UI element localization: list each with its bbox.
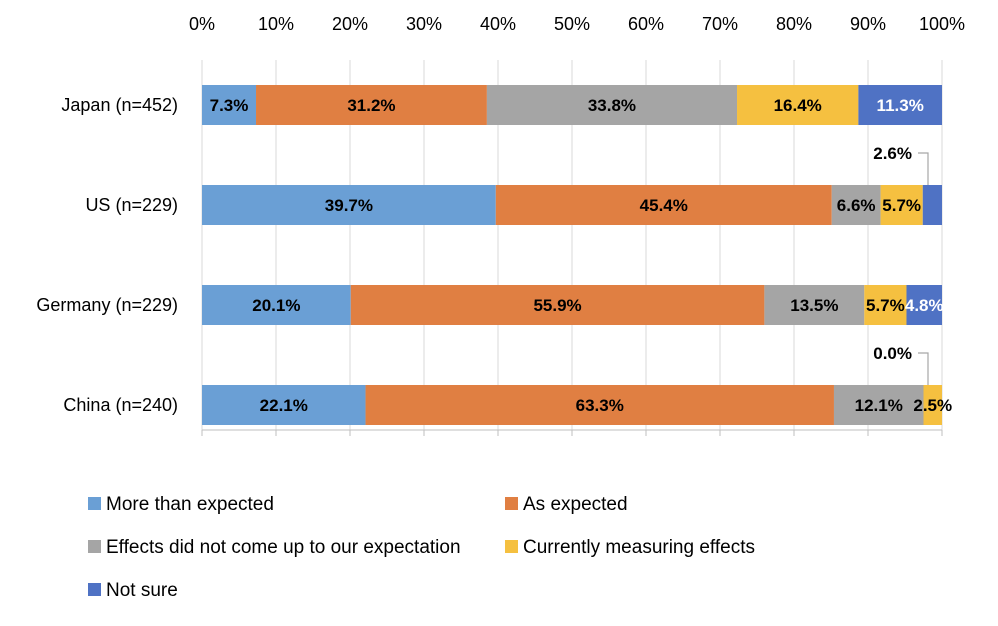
legend-swatch: [505, 497, 518, 510]
bar-segment: [350, 285, 765, 325]
bar-segment: [831, 185, 881, 225]
legend-swatch: [505, 540, 518, 553]
y-axis-categories: Japan (n=452) US (n=229) Germany (n=229) Ch…: [36, 95, 178, 415]
bar-segment: [923, 385, 942, 425]
category-label: Japan (n=452): [61, 95, 178, 115]
bar-segment: [202, 85, 257, 125]
data-label: 16.4%: [774, 96, 822, 115]
data-label: 5.7%: [882, 196, 921, 215]
x-tick-label: 30%: [406, 14, 442, 34]
x-tick-label: 40%: [480, 14, 516, 34]
legend: More than expected As expected Effects did…: [88, 494, 755, 601]
callouts: 2.6% 0.0%: [873, 144, 929, 385]
bar-segment: [495, 185, 832, 225]
bar-segment: [833, 385, 924, 425]
bar-segment: [486, 85, 738, 125]
bar-segment: [365, 385, 834, 425]
x-tick-label: 20%: [332, 14, 368, 34]
bar-segment: [906, 285, 942, 325]
data-label: 33.8%: [588, 96, 636, 115]
x-tick-label: 70%: [702, 14, 738, 34]
callout-leader: [918, 152, 929, 185]
data-label: 20.1%: [252, 296, 300, 315]
x-tick-label: 80%: [776, 14, 812, 34]
data-label: 39.7%: [325, 196, 373, 215]
data-label: 5.7%: [866, 296, 905, 315]
legend-label: As expected: [523, 494, 628, 515]
data-label: 7.3%: [210, 96, 249, 115]
bar-segment: [858, 85, 942, 125]
data-label: 4.8%: [905, 296, 944, 315]
legend-swatch: [88, 583, 101, 596]
category-label: Germany (n=229): [36, 295, 178, 315]
data-label: 2.5%: [913, 396, 952, 415]
data-label: 22.1%: [260, 396, 308, 415]
x-tick-label: 60%: [628, 14, 664, 34]
bar-segment: [880, 185, 923, 225]
data-label: 63.3%: [576, 396, 624, 415]
bar-segment: [202, 185, 496, 225]
data-label: 45.4%: [640, 196, 688, 215]
category-label: US (n=229): [85, 195, 178, 215]
bar-segment: [864, 285, 907, 325]
bar-segment: [764, 285, 865, 325]
x-tick-label: 10%: [258, 14, 294, 34]
legend-label: Not sure: [106, 580, 178, 601]
legend-label: More than expected: [106, 494, 274, 515]
callout-label: 0.0%: [873, 344, 912, 363]
x-tick-label: 50%: [554, 14, 590, 34]
data-label: 12.1%: [855, 396, 903, 415]
bar-segments: [202, 85, 942, 425]
bar-segment: [256, 85, 487, 125]
bar-segment: [922, 185, 942, 225]
bar-segment: [202, 385, 366, 425]
data-label: 55.9%: [533, 296, 581, 315]
x-tick-label: 0%: [189, 14, 215, 34]
x-tick-label: 100%: [919, 14, 965, 34]
legend-swatch: [88, 540, 101, 553]
legend-label: Currently measuring effects: [523, 537, 755, 558]
category-label: China (n=240): [63, 395, 178, 415]
callout-label: 2.6%: [873, 144, 912, 163]
data-label: 31.2%: [347, 96, 395, 115]
bar-segment: [737, 85, 859, 125]
x-tick-label: 90%: [850, 14, 886, 34]
data-labels: 7.3% 31.2% 33.8% 16.4% 11.3% 39.7% 45.4% 6.6% 5.…: [210, 96, 952, 415]
data-label: 11.3%: [877, 96, 924, 115]
bar-segment: [202, 285, 351, 325]
x-axis-ticks: 0% 10% 20% 30% 40% 50% 60% 70% 80% 90% 100%: [189, 14, 965, 34]
data-label: 13.5%: [790, 296, 838, 315]
data-label: 6.6%: [837, 196, 876, 215]
callout-leader: [918, 352, 929, 385]
legend-label: Effects did not come up to our expectati…: [106, 537, 461, 558]
legend-swatch: [88, 497, 101, 510]
